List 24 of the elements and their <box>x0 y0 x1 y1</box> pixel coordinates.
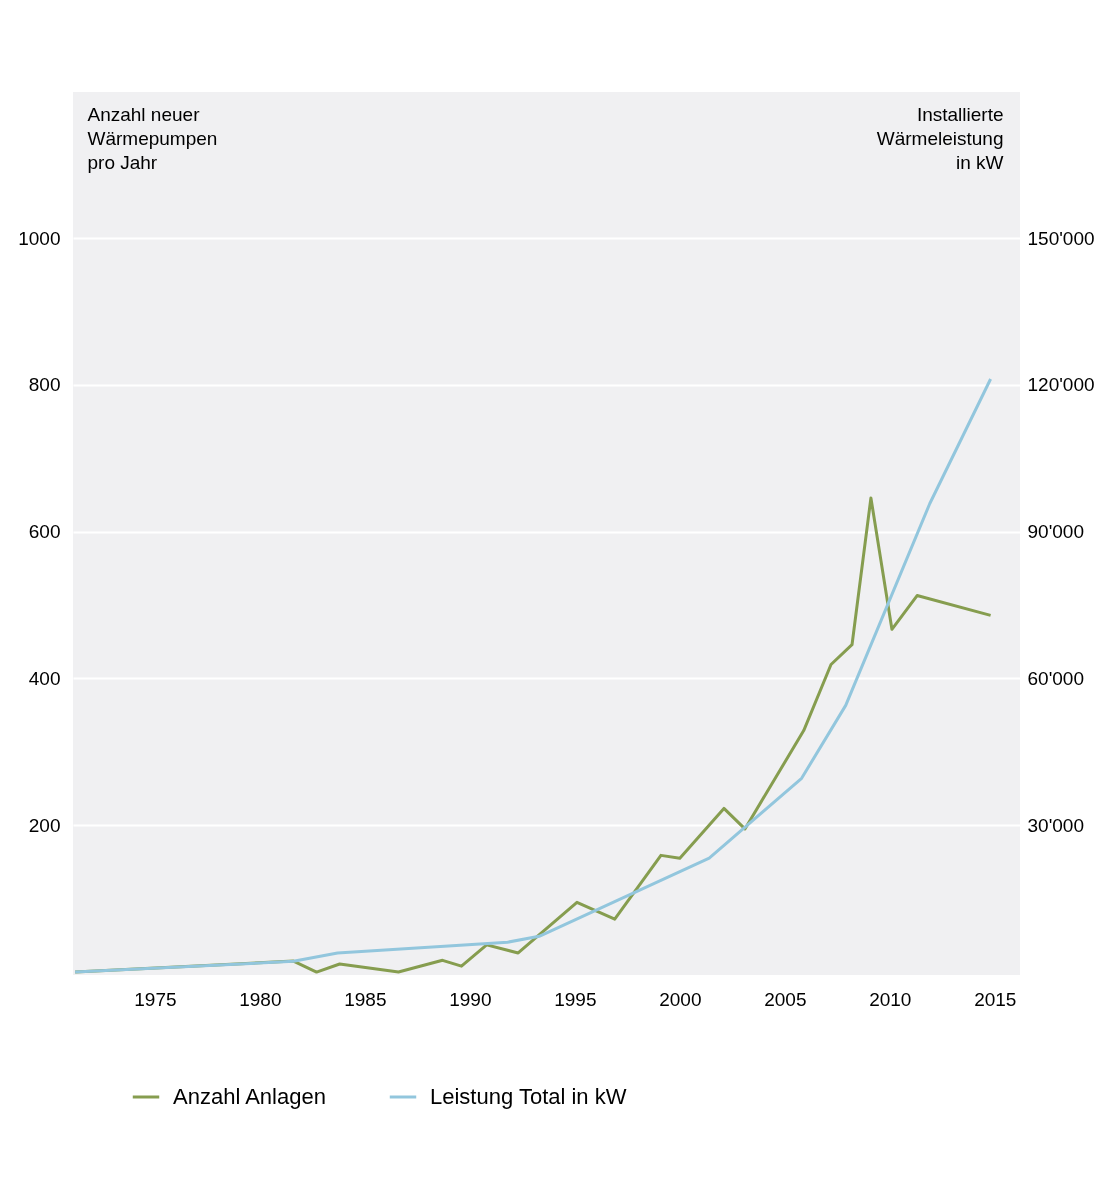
x-tick-label: 1980 <box>239 988 282 1010</box>
y2-tick-label: 90'000 <box>1027 521 1084 543</box>
y-tick-label: 800 <box>28 374 61 396</box>
x-tick-label: 2015 <box>974 988 1017 1010</box>
x-tick-label: 1975 <box>134 988 177 1010</box>
x-tick-label: 2000 <box>659 988 702 1010</box>
x-tick-label: 1990 <box>449 988 492 1010</box>
y-tick-label: 200 <box>28 814 61 836</box>
x-tick-label: 2005 <box>764 988 807 1010</box>
x-tick-label: 1995 <box>554 988 597 1010</box>
y2-tick-label: 30'000 <box>1027 814 1084 836</box>
y2-axis-title: Installierte Wärmeleistung in kW <box>876 103 1004 173</box>
y-tick-label: 400 <box>28 667 61 689</box>
legend-label: Leistung Total in kW <box>430 1084 627 1109</box>
y2-tick-label: 150'000 <box>1027 227 1095 249</box>
y-tick-label: 1000 <box>18 227 61 249</box>
x-tick-label: 1985 <box>344 988 387 1010</box>
line-series <box>73 377 993 974</box>
y2-tick-label: 60'000 <box>1027 667 1084 689</box>
y-axis-title: Anzahl neuer Wärmepumpen pro Jahr <box>87 103 218 173</box>
legend-label: Anzahl Anlagen <box>173 1084 326 1109</box>
y-tick-label: 600 <box>28 521 61 543</box>
x-tick-label: 2010 <box>869 988 912 1010</box>
y2-tick-label: 120'000 <box>1027 374 1095 396</box>
